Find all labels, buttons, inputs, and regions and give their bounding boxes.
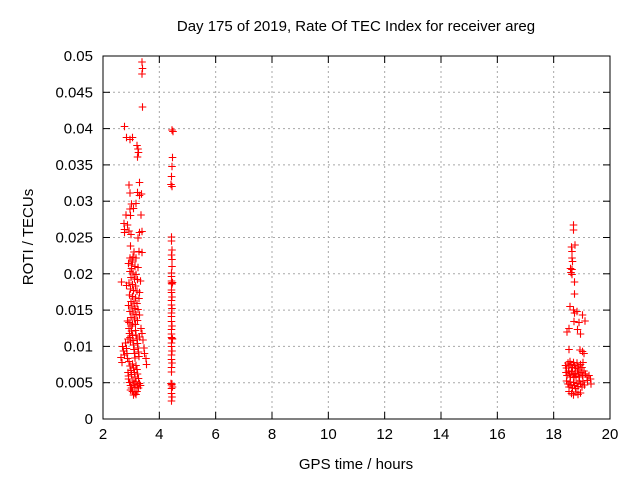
y-tick-label: 0 — [85, 411, 93, 428]
y-tick-label: 0.05 — [64, 48, 93, 65]
y-tick-label: 0.02 — [64, 266, 93, 283]
x-axis-label: GPS time / hours — [299, 456, 413, 473]
x-tick-label: 10 — [320, 426, 337, 443]
x-tick-label: 6 — [211, 426, 219, 443]
y-tick-label: 0.01 — [64, 338, 93, 355]
plot-border — [102, 55, 611, 420]
y-tick-label: 0.04 — [64, 121, 93, 138]
x-tick-label: 16 — [489, 426, 506, 443]
x-tick-label: 4 — [155, 426, 163, 443]
y-tick-label: 0.035 — [55, 157, 93, 174]
x-tick-label: 18 — [545, 426, 562, 443]
x-tick-label: 8 — [268, 426, 276, 443]
y-tick-label: 0.03 — [64, 193, 93, 210]
y-tick-label: 0.025 — [55, 230, 93, 247]
x-tick-label: 20 — [602, 426, 619, 443]
chart-title: Day 175 of 2019, Rate Of TEC Index for r… — [177, 18, 535, 35]
x-tick-label: 12 — [376, 426, 393, 443]
x-tick-label: 2 — [99, 426, 107, 443]
y-tick-label: 0.015 — [55, 302, 93, 319]
x-tick-label: 14 — [433, 426, 450, 443]
plot-area: 2 4 6 8 10 12 14 16 18 20 0 0.005 0.01 0.015 0.02 0.025… — [55, 48, 618, 443]
y-tick-label: 0.045 — [55, 84, 93, 101]
y-tick-label: 0.005 — [55, 375, 93, 392]
scatter-points — [117, 58, 595, 405]
y-axis-label: ROTI / TECUs — [20, 189, 37, 285]
